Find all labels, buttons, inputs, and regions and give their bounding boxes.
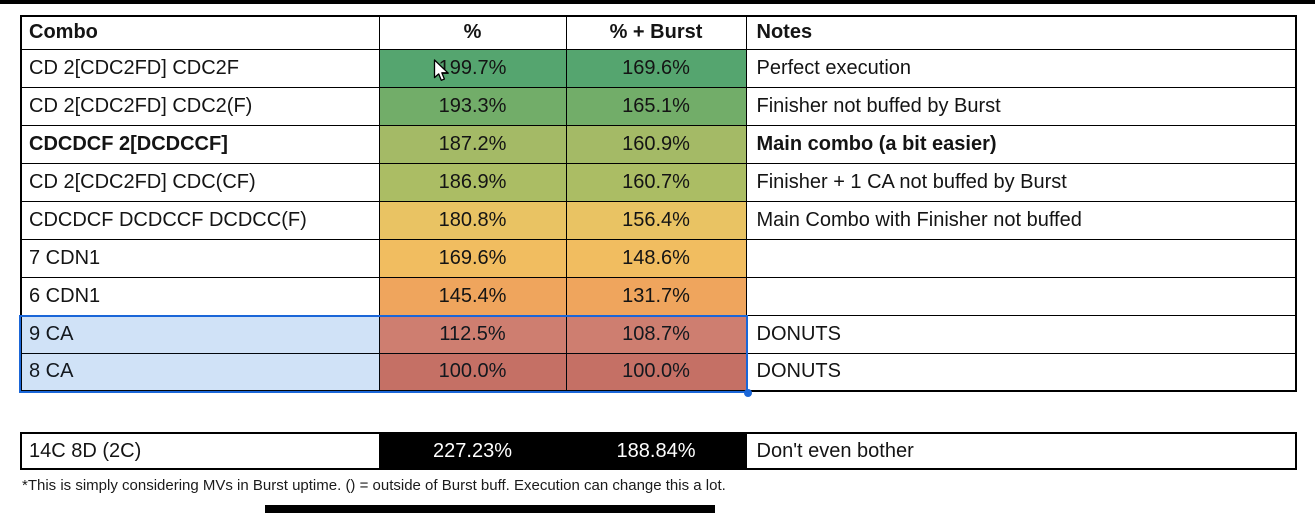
notes-cell[interactable]: DONUTS bbox=[745, 314, 1297, 354]
notes-cell[interactable] bbox=[745, 276, 1297, 316]
header-row: Combo % % + Burst Notes bbox=[20, 15, 1297, 50]
notes-cell[interactable]: DONUTS bbox=[745, 352, 1297, 392]
combo-cell[interactable]: 9 CA bbox=[20, 314, 380, 354]
percent-cell[interactable]: 186.9% bbox=[378, 162, 567, 202]
combo-cell[interactable]: CD 2[CDC2FD] CDC(CF) bbox=[20, 162, 380, 202]
percent-burst-cell[interactable]: 148.6% bbox=[565, 238, 747, 278]
summary-row-table: 14C 8D (2C) 227.23% 188.84% Don't even b… bbox=[20, 432, 1297, 470]
summary-row[interactable]: 14C 8D (2C) 227.23% 188.84% Don't even b… bbox=[20, 432, 1297, 470]
percent-burst-cell[interactable]: 160.7% bbox=[565, 162, 747, 202]
summary-notes-cell[interactable]: Don't even bother bbox=[745, 432, 1297, 470]
table-row[interactable]: 8 CA 100.0% 100.0% DONUTS bbox=[20, 352, 1297, 392]
combo-cell[interactable]: 8 CA bbox=[20, 352, 380, 392]
summary-percent-burst-cell[interactable]: 188.84% bbox=[565, 432, 747, 470]
percent-burst-cell[interactable]: 169.6% bbox=[565, 48, 747, 88]
bottom-black-bar bbox=[265, 505, 715, 513]
percent-cell[interactable]: 187.2% bbox=[378, 124, 567, 164]
combo-cell[interactable]: 6 CDN1 bbox=[20, 276, 380, 316]
col-header-notes[interactable]: Notes bbox=[745, 15, 1297, 50]
notes-cell[interactable] bbox=[745, 238, 1297, 278]
top-black-bar bbox=[0, 0, 1315, 4]
percent-cell[interactable]: 112.5% bbox=[378, 314, 567, 354]
percent-cell[interactable]: 100.0% bbox=[378, 352, 567, 392]
combo-cell[interactable]: CD 2[CDC2FD] CDC2F bbox=[20, 48, 380, 88]
notes-cell[interactable]: Main combo (a bit easier) bbox=[745, 124, 1297, 164]
table-row[interactable]: 6 CDN1 145.4% 131.7% bbox=[20, 276, 1297, 316]
col-header-percent-burst[interactable]: % + Burst bbox=[565, 15, 747, 50]
percent-burst-cell[interactable]: 160.9% bbox=[565, 124, 747, 164]
table-row[interactable]: 9 CA 112.5% 108.7% DONUTS bbox=[20, 314, 1297, 354]
percent-cell[interactable]: 199.7% bbox=[378, 48, 567, 88]
notes-cell[interactable]: Finisher + 1 CA not buffed by Burst bbox=[745, 162, 1297, 202]
combo-cell[interactable]: CDCDCF 2[DCDCCF] bbox=[20, 124, 380, 164]
selection-fill-handle[interactable] bbox=[744, 389, 752, 397]
table-row[interactable]: CD 2[CDC2FD] CDC2(F) 193.3% 165.1% Finis… bbox=[20, 86, 1297, 126]
table-row[interactable]: CD 2[CDC2FD] CDC2F 199.7% 169.6% Perfect… bbox=[20, 48, 1297, 88]
percent-cell[interactable]: 180.8% bbox=[378, 200, 567, 240]
combo-cell[interactable]: CD 2[CDC2FD] CDC2(F) bbox=[20, 86, 380, 126]
col-header-combo[interactable]: Combo bbox=[20, 15, 380, 50]
mouse-cursor-icon bbox=[433, 59, 449, 81]
percent-cell[interactable]: 145.4% bbox=[378, 276, 567, 316]
notes-cell[interactable]: Finisher not buffed by Burst bbox=[745, 86, 1297, 126]
percent-burst-cell[interactable]: 100.0% bbox=[565, 352, 747, 392]
footnote-text: *This is simply considering MVs in Burst… bbox=[22, 477, 726, 494]
percent-burst-cell[interactable]: 131.7% bbox=[565, 276, 747, 316]
percent-burst-cell[interactable]: 156.4% bbox=[565, 200, 747, 240]
summary-percent-cell[interactable]: 227.23% bbox=[378, 432, 567, 470]
notes-cell[interactable]: Perfect execution bbox=[745, 48, 1297, 88]
combo-cell[interactable]: 7 CDN1 bbox=[20, 238, 380, 278]
table-row[interactable]: CD 2[CDC2FD] CDC(CF) 186.9% 160.7% Finis… bbox=[20, 162, 1297, 202]
percent-burst-cell[interactable]: 165.1% bbox=[565, 86, 747, 126]
percent-burst-cell[interactable]: 108.7% bbox=[565, 314, 747, 354]
table-row[interactable]: CDCDCF 2[DCDCCF] 187.2% 160.9% Main comb… bbox=[20, 124, 1297, 164]
table-row[interactable]: CDCDCF DCDCCF DCDCC(F) 180.8% 156.4% Mai… bbox=[20, 200, 1297, 240]
percent-cell[interactable]: 169.6% bbox=[378, 238, 567, 278]
combo-cell[interactable]: CDCDCF DCDCCF DCDCC(F) bbox=[20, 200, 380, 240]
table-row[interactable]: 7 CDN1 169.6% 148.6% bbox=[20, 238, 1297, 278]
summary-combo-cell[interactable]: 14C 8D (2C) bbox=[20, 432, 380, 470]
combo-table: Combo % % + Burst Notes CD 2[CDC2FD] CDC… bbox=[20, 15, 1297, 392]
col-header-percent[interactable]: % bbox=[378, 15, 567, 50]
notes-cell[interactable]: Main Combo with Finisher not buffed bbox=[745, 200, 1297, 240]
percent-cell[interactable]: 193.3% bbox=[378, 86, 567, 126]
